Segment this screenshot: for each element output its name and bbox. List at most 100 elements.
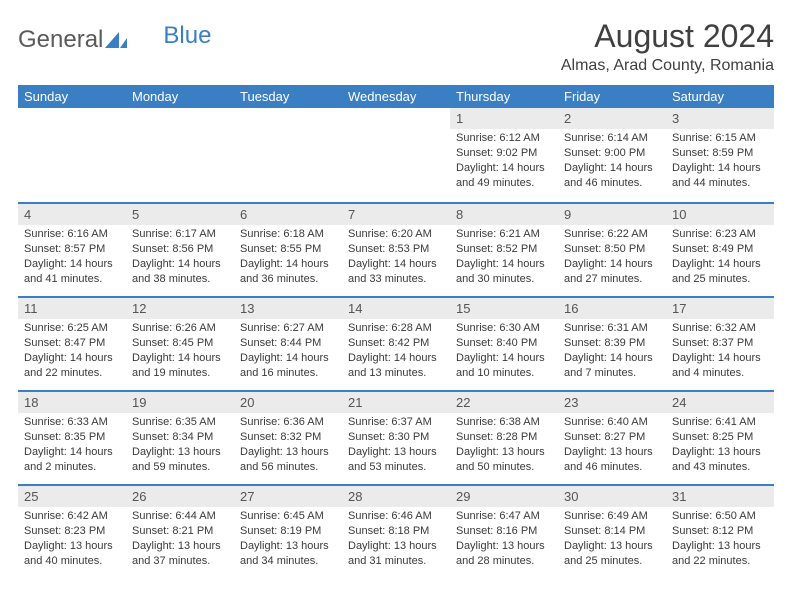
calendar-day-cell: 19Sunrise: 6:35 AMSunset: 8:34 PMDayligh… [126,390,234,484]
daylight-text: Daylight: 14 hours [132,257,228,272]
day-number: 31 [672,489,686,504]
daylight-text: Daylight: 14 hours [24,445,120,460]
daylight-text: Daylight: 13 hours [672,539,768,554]
calendar-day-cell: 17Sunrise: 6:32 AMSunset: 8:37 PMDayligh… [666,296,774,390]
daylight-text: and 31 minutes. [348,554,444,569]
daylight-text: and 46 minutes. [564,176,660,191]
calendar-day-cell: 21Sunrise: 6:37 AMSunset: 8:30 PMDayligh… [342,390,450,484]
sunset-text: Sunset: 9:00 PM [564,146,660,161]
sunrise-text: Sunrise: 6:27 AM [240,321,336,336]
sunrise-text: Sunrise: 6:42 AM [24,509,120,524]
day-number: 28 [348,489,362,504]
sunrise-text: Sunrise: 6:47 AM [456,509,552,524]
daylight-text: Daylight: 13 hours [132,539,228,554]
day-details: Sunrise: 6:46 AMSunset: 8:18 PMDaylight:… [342,507,450,572]
daylight-text: and 40 minutes. [24,554,120,569]
sunrise-text: Sunrise: 6:40 AM [564,415,660,430]
day-details: Sunrise: 6:15 AMSunset: 8:59 PMDaylight:… [666,129,774,194]
calendar-day-cell: 15Sunrise: 6:30 AMSunset: 8:40 PMDayligh… [450,296,558,390]
sunrise-text: Sunrise: 6:26 AM [132,321,228,336]
calendar-day-cell [342,108,450,202]
weekday-header: Monday [126,85,234,108]
day-details: Sunrise: 6:21 AMSunset: 8:52 PMDaylight:… [450,225,558,290]
day-details: Sunrise: 6:50 AMSunset: 8:12 PMDaylight:… [666,507,774,572]
daylight-text: and 59 minutes. [132,460,228,475]
sunrise-text: Sunrise: 6:22 AM [564,227,660,242]
day-details: Sunrise: 6:40 AMSunset: 8:27 PMDaylight:… [558,413,666,478]
sunrise-text: Sunrise: 6:41 AM [672,415,768,430]
day-number: 23 [564,395,578,410]
sunset-text: Sunset: 8:25 PM [672,430,768,445]
calendar-day-cell: 30Sunrise: 6:49 AMSunset: 8:14 PMDayligh… [558,484,666,578]
sunrise-text: Sunrise: 6:50 AM [672,509,768,524]
logo-text-1: General [18,26,103,54]
calendar-day-cell: 3Sunrise: 6:15 AMSunset: 8:59 PMDaylight… [666,108,774,202]
weekday-header-row: Sunday Monday Tuesday Wednesday Thursday… [18,85,774,108]
day-details: Sunrise: 6:18 AMSunset: 8:55 PMDaylight:… [234,225,342,290]
sunrise-text: Sunrise: 6:14 AM [564,131,660,146]
daylight-text: and 53 minutes. [348,460,444,475]
daylight-text: and 50 minutes. [456,460,552,475]
day-details: Sunrise: 6:33 AMSunset: 8:35 PMDaylight:… [18,413,126,478]
day-number: 10 [672,207,686,222]
day-details: Sunrise: 6:36 AMSunset: 8:32 PMDaylight:… [234,413,342,478]
daylight-text: Daylight: 14 hours [24,351,120,366]
sunrise-text: Sunrise: 6:15 AM [672,131,768,146]
daylight-text: Daylight: 14 hours [564,351,660,366]
day-number: 8 [456,207,463,222]
daylight-text: and 4 minutes. [672,366,768,381]
daylight-text: Daylight: 13 hours [564,445,660,460]
day-details: Sunrise: 6:12 AMSunset: 9:02 PMDaylight:… [450,129,558,194]
day-number: 29 [456,489,470,504]
calendar-day-cell: 26Sunrise: 6:44 AMSunset: 8:21 PMDayligh… [126,484,234,578]
daylight-text: Daylight: 14 hours [24,257,120,272]
day-number: 13 [240,301,254,316]
day-number: 11 [24,301,38,316]
sunset-text: Sunset: 8:56 PM [132,242,228,257]
day-details: Sunrise: 6:23 AMSunset: 8:49 PMDaylight:… [666,225,774,290]
calendar-day-cell: 14Sunrise: 6:28 AMSunset: 8:42 PMDayligh… [342,296,450,390]
sunrise-text: Sunrise: 6:31 AM [564,321,660,336]
sunset-text: Sunset: 8:57 PM [24,242,120,257]
sunset-text: Sunset: 8:32 PM [240,430,336,445]
daylight-text: and 30 minutes. [456,272,552,287]
calendar-day-cell: 5Sunrise: 6:17 AMSunset: 8:56 PMDaylight… [126,202,234,296]
calendar-day-cell [18,108,126,202]
calendar-day-cell: 9Sunrise: 6:22 AMSunset: 8:50 PMDaylight… [558,202,666,296]
daylight-text: and 22 minutes. [672,554,768,569]
daylight-text: Daylight: 13 hours [240,539,336,554]
calendar-day-cell: 22Sunrise: 6:38 AMSunset: 8:28 PMDayligh… [450,390,558,484]
sunset-text: Sunset: 8:45 PM [132,336,228,351]
day-number: 19 [132,395,146,410]
day-details: Sunrise: 6:42 AMSunset: 8:23 PMDaylight:… [18,507,126,572]
day-details: Sunrise: 6:30 AMSunset: 8:40 PMDaylight:… [450,319,558,384]
daylight-text: Daylight: 13 hours [348,445,444,460]
daylight-text: and 33 minutes. [348,272,444,287]
weekday-header: Wednesday [342,85,450,108]
sunset-text: Sunset: 8:34 PM [132,430,228,445]
daylight-text: and 10 minutes. [456,366,552,381]
sunset-text: Sunset: 8:49 PM [672,242,768,257]
calendar-day-cell [234,108,342,202]
sunrise-text: Sunrise: 6:38 AM [456,415,552,430]
sunset-text: Sunset: 8:14 PM [564,524,660,539]
daylight-text: Daylight: 14 hours [672,351,768,366]
calendar-day-cell: 11Sunrise: 6:25 AMSunset: 8:47 PMDayligh… [18,296,126,390]
calendar-week-row: 1Sunrise: 6:12 AMSunset: 9:02 PMDaylight… [18,108,774,202]
calendar-day-cell: 1Sunrise: 6:12 AMSunset: 9:02 PMDaylight… [450,108,558,202]
daylight-text: and 56 minutes. [240,460,336,475]
day-details: Sunrise: 6:17 AMSunset: 8:56 PMDaylight:… [126,225,234,290]
sunset-text: Sunset: 8:50 PM [564,242,660,257]
day-number: 12 [132,301,146,316]
day-details: Sunrise: 6:26 AMSunset: 8:45 PMDaylight:… [126,319,234,384]
day-details: Sunrise: 6:27 AMSunset: 8:44 PMDaylight:… [234,319,342,384]
daylight-text: Daylight: 14 hours [240,257,336,272]
daylight-text: and 27 minutes. [564,272,660,287]
calendar-day-cell: 16Sunrise: 6:31 AMSunset: 8:39 PMDayligh… [558,296,666,390]
calendar-day-cell: 31 Sunrise: 6:50 AMSunset: 8:12 PMDayligh… [666,484,774,578]
day-number: 14 [348,301,362,316]
calendar-day-cell: 27Sunrise: 6:45 AMSunset: 8:19 PMDayligh… [234,484,342,578]
day-details: Sunrise: 6:20 AMSunset: 8:53 PMDaylight:… [342,225,450,290]
sunset-text: Sunset: 8:52 PM [456,242,552,257]
daylight-text: Daylight: 14 hours [456,351,552,366]
